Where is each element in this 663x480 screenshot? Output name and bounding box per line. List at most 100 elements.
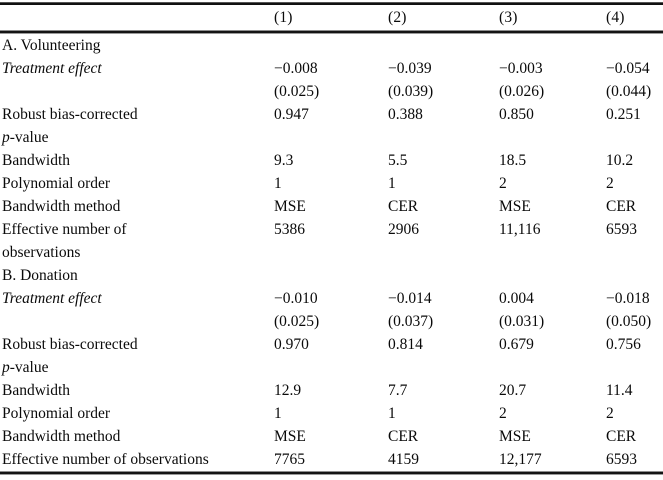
cell-value: CER <box>606 197 637 215</box>
cell-value: 0.251 <box>606 105 641 123</box>
cell-value: 0.679 <box>499 335 534 353</box>
cell-value: 12.9 <box>274 381 302 399</box>
panel-section: B. Donation Treatment effect −0.010 −0.0… <box>0 264 663 471</box>
cell-value: −0.018 <box>606 289 650 307</box>
row-label: Effective number of <box>2 220 127 238</box>
cell-value: 9.3 <box>274 151 294 169</box>
cell-value: −0.014 <box>388 289 432 307</box>
cell-value: 6593 <box>606 220 637 238</box>
cell-value: −0.039 <box>388 59 432 77</box>
cell-value: 2 <box>499 404 507 422</box>
column-header: (3) <box>499 8 518 26</box>
table-row: Polynomial order 1 1 2 2 <box>0 172 663 195</box>
table-row: p-value <box>0 356 663 379</box>
results-table-body: A. Volunteering Treatment effect −0.008 … <box>0 34 663 471</box>
cell-value: 1 <box>274 174 282 192</box>
cell-value: (0.039) <box>388 82 434 100</box>
row-label: Bandwidth <box>2 151 71 169</box>
row-label: Robust bias-corrected <box>2 335 138 353</box>
panel-section: A. Volunteering Treatment effect −0.008 … <box>0 34 663 264</box>
cell-value: 6593 <box>606 450 637 468</box>
row-label: Bandwidth <box>2 381 71 399</box>
cell-value: 0.970 <box>274 335 309 353</box>
cell-value: −0.010 <box>274 289 318 307</box>
cell-value: 18.5 <box>499 151 527 169</box>
table-row: Treatment effect −0.010 −0.014 0.004 −0.… <box>0 287 663 310</box>
row-label: p-value <box>2 128 49 146</box>
cell-value: 0.814 <box>388 335 423 353</box>
cell-value: −0.008 <box>274 59 318 77</box>
cell-value: 11,116 <box>499 220 541 238</box>
cell-value: −0.054 <box>606 59 650 77</box>
row-label: Treatment effect <box>2 59 102 77</box>
cell-value: 4159 <box>388 450 419 468</box>
cell-value: 11.4 <box>606 381 633 399</box>
header-separator-rule <box>0 30 663 34</box>
cell-value: MSE <box>499 197 531 215</box>
row-label: Robust bias-corrected <box>2 105 138 123</box>
column-header: (1) <box>274 8 293 26</box>
column-header: (4) <box>606 8 625 26</box>
table-row: Effective number of 5386 2906 11,116 659… <box>0 218 663 241</box>
cell-value: (0.044) <box>606 82 652 100</box>
cell-value: 2906 <box>388 220 419 238</box>
table-row: p-value <box>0 126 663 149</box>
row-label: Bandwidth method <box>2 427 121 445</box>
panel-title: B. Donation <box>2 266 78 284</box>
cell-value: (0.025) <box>274 312 320 330</box>
table-top-rule <box>0 2 663 5</box>
cell-value: MSE <box>499 427 531 445</box>
panel-title-row: B. Donation <box>0 264 663 287</box>
table-row: Bandwidth 9.3 5.5 18.5 10.2 <box>0 149 663 172</box>
cell-value: (0.037) <box>388 312 434 330</box>
cell-value: 0.388 <box>388 105 423 123</box>
cell-value: 12,177 <box>499 450 542 468</box>
table-row: Polynomial order 1 1 2 2 <box>0 402 663 425</box>
cell-value: 7765 <box>274 450 305 468</box>
table-row: (0.025) (0.037) (0.031) (0.050) <box>0 310 663 333</box>
cell-value: CER <box>606 427 637 445</box>
table-row: Bandwidth method MSE CER MSE CER <box>0 195 663 218</box>
cell-value: MSE <box>274 427 306 445</box>
panel-title: A. Volunteering <box>2 36 101 54</box>
row-label: Polynomial order <box>2 404 111 422</box>
table-row: Bandwidth method MSE CER MSE CER <box>0 425 663 448</box>
panel-title-row: A. Volunteering <box>0 34 663 57</box>
cell-value: CER <box>388 197 419 215</box>
row-label: Effective number of observations <box>2 450 209 468</box>
table-row: Effective number of observations 7765 41… <box>0 448 663 471</box>
cell-value: −0.003 <box>499 59 543 77</box>
row-label: Polynomial order <box>2 174 111 192</box>
table-row: Robust bias-corrected 0.970 0.814 0.679 … <box>0 333 663 356</box>
column-header: (2) <box>388 8 407 26</box>
cell-value: 10.2 <box>606 151 634 169</box>
cell-value: 2 <box>606 174 614 192</box>
row-label: Bandwidth method <box>2 197 121 215</box>
table-row: Treatment effect −0.008 −0.039 −0.003 −0… <box>0 57 663 80</box>
table-header-row: (1) (2) (3) (4) <box>0 5 663 30</box>
cell-value: 0.850 <box>499 105 534 123</box>
cell-value: 2 <box>606 404 614 422</box>
cell-value: 5386 <box>274 220 305 238</box>
cell-value: MSE <box>274 197 306 215</box>
cell-value: 1 <box>388 174 396 192</box>
cell-value: 2 <box>499 174 507 192</box>
table-row: observations <box>0 241 663 264</box>
cell-value: (0.026) <box>499 82 545 100</box>
cell-value: 7.7 <box>388 381 408 399</box>
table-row: Robust bias-corrected 0.947 0.388 0.850 … <box>0 103 663 126</box>
row-label: observations <box>2 243 81 261</box>
cell-value: (0.025) <box>274 82 320 100</box>
cell-value: 1 <box>274 404 282 422</box>
table-row: (0.025) (0.039) (0.026) (0.044) <box>0 80 663 103</box>
cell-value: 0.756 <box>606 335 641 353</box>
cell-value: CER <box>388 427 419 445</box>
cell-value: 1 <box>388 404 396 422</box>
cell-value: (0.031) <box>499 312 545 330</box>
cell-value: (0.050) <box>606 312 652 330</box>
row-label: p-value <box>2 358 49 376</box>
cell-value: 5.5 <box>388 151 408 169</box>
cell-value: 20.7 <box>499 381 527 399</box>
table-row: Bandwidth 12.9 7.7 20.7 11.4 <box>0 379 663 402</box>
